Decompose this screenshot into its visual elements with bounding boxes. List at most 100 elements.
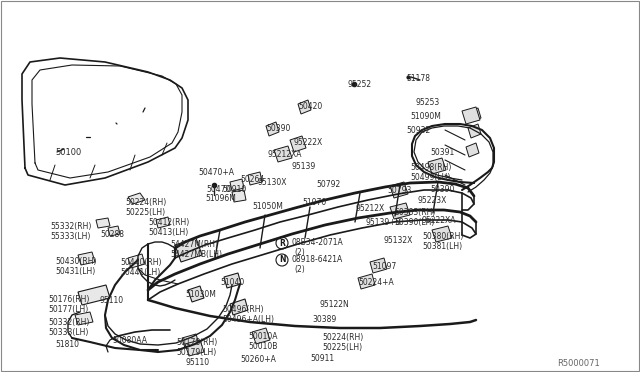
Text: (2): (2): [294, 248, 305, 257]
Polygon shape: [156, 217, 170, 228]
Text: 50498(RH): 50498(RH): [410, 163, 451, 172]
Text: 50932: 50932: [406, 126, 430, 135]
Polygon shape: [128, 254, 145, 268]
Text: 50010B: 50010B: [248, 342, 277, 351]
Text: 50413(LH): 50413(LH): [148, 228, 188, 237]
Text: 50910: 50910: [222, 185, 246, 194]
Text: 50176(RH): 50176(RH): [48, 295, 90, 304]
Text: (2): (2): [294, 265, 305, 274]
Text: 51097: 51097: [372, 262, 396, 271]
Text: 30389: 30389: [312, 315, 336, 324]
Text: 50381(LH): 50381(LH): [422, 242, 462, 251]
Text: 95212XA: 95212XA: [268, 150, 303, 159]
Text: 50441(LH): 50441(LH): [120, 268, 160, 277]
Polygon shape: [188, 286, 204, 302]
Text: 50792: 50792: [316, 180, 340, 189]
Text: 50260+A: 50260+A: [240, 355, 276, 364]
Text: 50224(RH): 50224(RH): [125, 198, 166, 207]
Polygon shape: [298, 100, 311, 114]
Text: 95132X: 95132X: [383, 236, 412, 245]
Polygon shape: [370, 258, 387, 273]
Text: 50224+A: 50224+A: [358, 278, 394, 287]
Text: 50470+A: 50470+A: [198, 168, 234, 177]
Text: 95130X: 95130X: [257, 178, 287, 187]
Polygon shape: [252, 328, 270, 344]
Text: 55333(LH): 55333(LH): [50, 232, 90, 241]
Text: N: N: [279, 256, 285, 264]
Polygon shape: [468, 108, 481, 122]
Polygon shape: [390, 182, 408, 198]
Polygon shape: [78, 252, 95, 265]
Text: 50793: 50793: [387, 186, 412, 195]
Polygon shape: [230, 179, 244, 191]
Text: 95223X: 95223X: [418, 196, 447, 205]
Text: 50390: 50390: [430, 185, 454, 194]
Polygon shape: [75, 312, 93, 325]
Text: 54427M(RH): 54427M(RH): [170, 240, 218, 249]
Text: 50178(RH): 50178(RH): [176, 338, 217, 347]
Text: 95139+B: 95139+B: [366, 218, 402, 227]
Polygon shape: [248, 172, 262, 185]
Text: 08918-6421A: 08918-6421A: [292, 255, 343, 264]
Text: 50412(RH): 50412(RH): [148, 218, 189, 227]
Polygon shape: [78, 285, 110, 305]
Text: 50288: 50288: [100, 230, 124, 239]
Text: 50179(LH): 50179(LH): [176, 348, 216, 357]
Text: 50420: 50420: [298, 102, 323, 111]
Polygon shape: [96, 218, 110, 228]
Text: 51070: 51070: [302, 198, 326, 207]
Text: 55332(RH): 55332(RH): [50, 222, 92, 231]
Text: 50383(RH): 50383(RH): [394, 208, 435, 217]
Text: 50391: 50391: [430, 148, 454, 157]
Text: 50225(LH): 50225(LH): [322, 343, 362, 352]
Text: 51050M: 51050M: [252, 202, 283, 211]
Text: 51030M: 51030M: [185, 290, 216, 299]
Polygon shape: [182, 334, 199, 348]
Polygon shape: [358, 274, 375, 289]
Polygon shape: [462, 107, 480, 124]
Polygon shape: [290, 136, 306, 152]
Text: 95222XA: 95222XA: [422, 216, 456, 225]
Text: 50431(LH): 50431(LH): [55, 267, 95, 276]
Text: 50225(LH): 50225(LH): [125, 208, 165, 217]
Text: 95253: 95253: [416, 98, 440, 107]
Text: 51810: 51810: [55, 340, 79, 349]
Text: R5000071: R5000071: [557, 359, 600, 368]
Text: 50380(RH): 50380(RH): [422, 232, 463, 241]
Text: 50224(RH): 50224(RH): [322, 333, 364, 342]
Text: 50177(LH): 50177(LH): [48, 305, 88, 314]
Text: R: R: [279, 238, 285, 247]
Text: 95110: 95110: [185, 358, 209, 367]
Text: 95139: 95139: [292, 162, 316, 171]
Text: 51178: 51178: [406, 74, 430, 83]
Polygon shape: [224, 273, 241, 288]
Polygon shape: [266, 122, 279, 136]
Text: 51096M: 51096M: [205, 194, 236, 203]
Text: 95110: 95110: [100, 296, 124, 305]
Text: 50499(LH): 50499(LH): [410, 173, 451, 182]
Text: 95252: 95252: [348, 80, 372, 89]
Polygon shape: [432, 226, 452, 242]
Polygon shape: [232, 190, 246, 202]
Text: 50333(LH): 50333(LH): [48, 328, 88, 337]
Text: 50100: 50100: [55, 148, 81, 157]
Text: 50496(RH): 50496(RH): [222, 305, 264, 314]
Text: 95122N: 95122N: [320, 300, 349, 309]
Text: 54427MB(LH): 54427MB(LH): [170, 250, 222, 259]
Text: 50390(LH): 50390(LH): [394, 218, 435, 227]
Polygon shape: [108, 226, 120, 236]
Polygon shape: [185, 340, 204, 356]
Text: 50332(RH): 50332(RH): [48, 318, 90, 327]
Text: 50440(RH): 50440(RH): [120, 258, 161, 267]
Text: 50430(RH): 50430(RH): [55, 257, 97, 266]
Text: 50080AA: 50080AA: [112, 336, 147, 345]
Polygon shape: [428, 158, 446, 174]
Polygon shape: [468, 124, 481, 138]
Text: 50911: 50911: [310, 354, 334, 363]
Text: 08B34-2071A: 08B34-2071A: [292, 238, 344, 247]
Polygon shape: [390, 203, 410, 219]
Text: 50264: 50264: [240, 175, 264, 184]
Polygon shape: [466, 143, 479, 157]
Polygon shape: [274, 146, 292, 162]
Text: 50470: 50470: [206, 185, 230, 194]
